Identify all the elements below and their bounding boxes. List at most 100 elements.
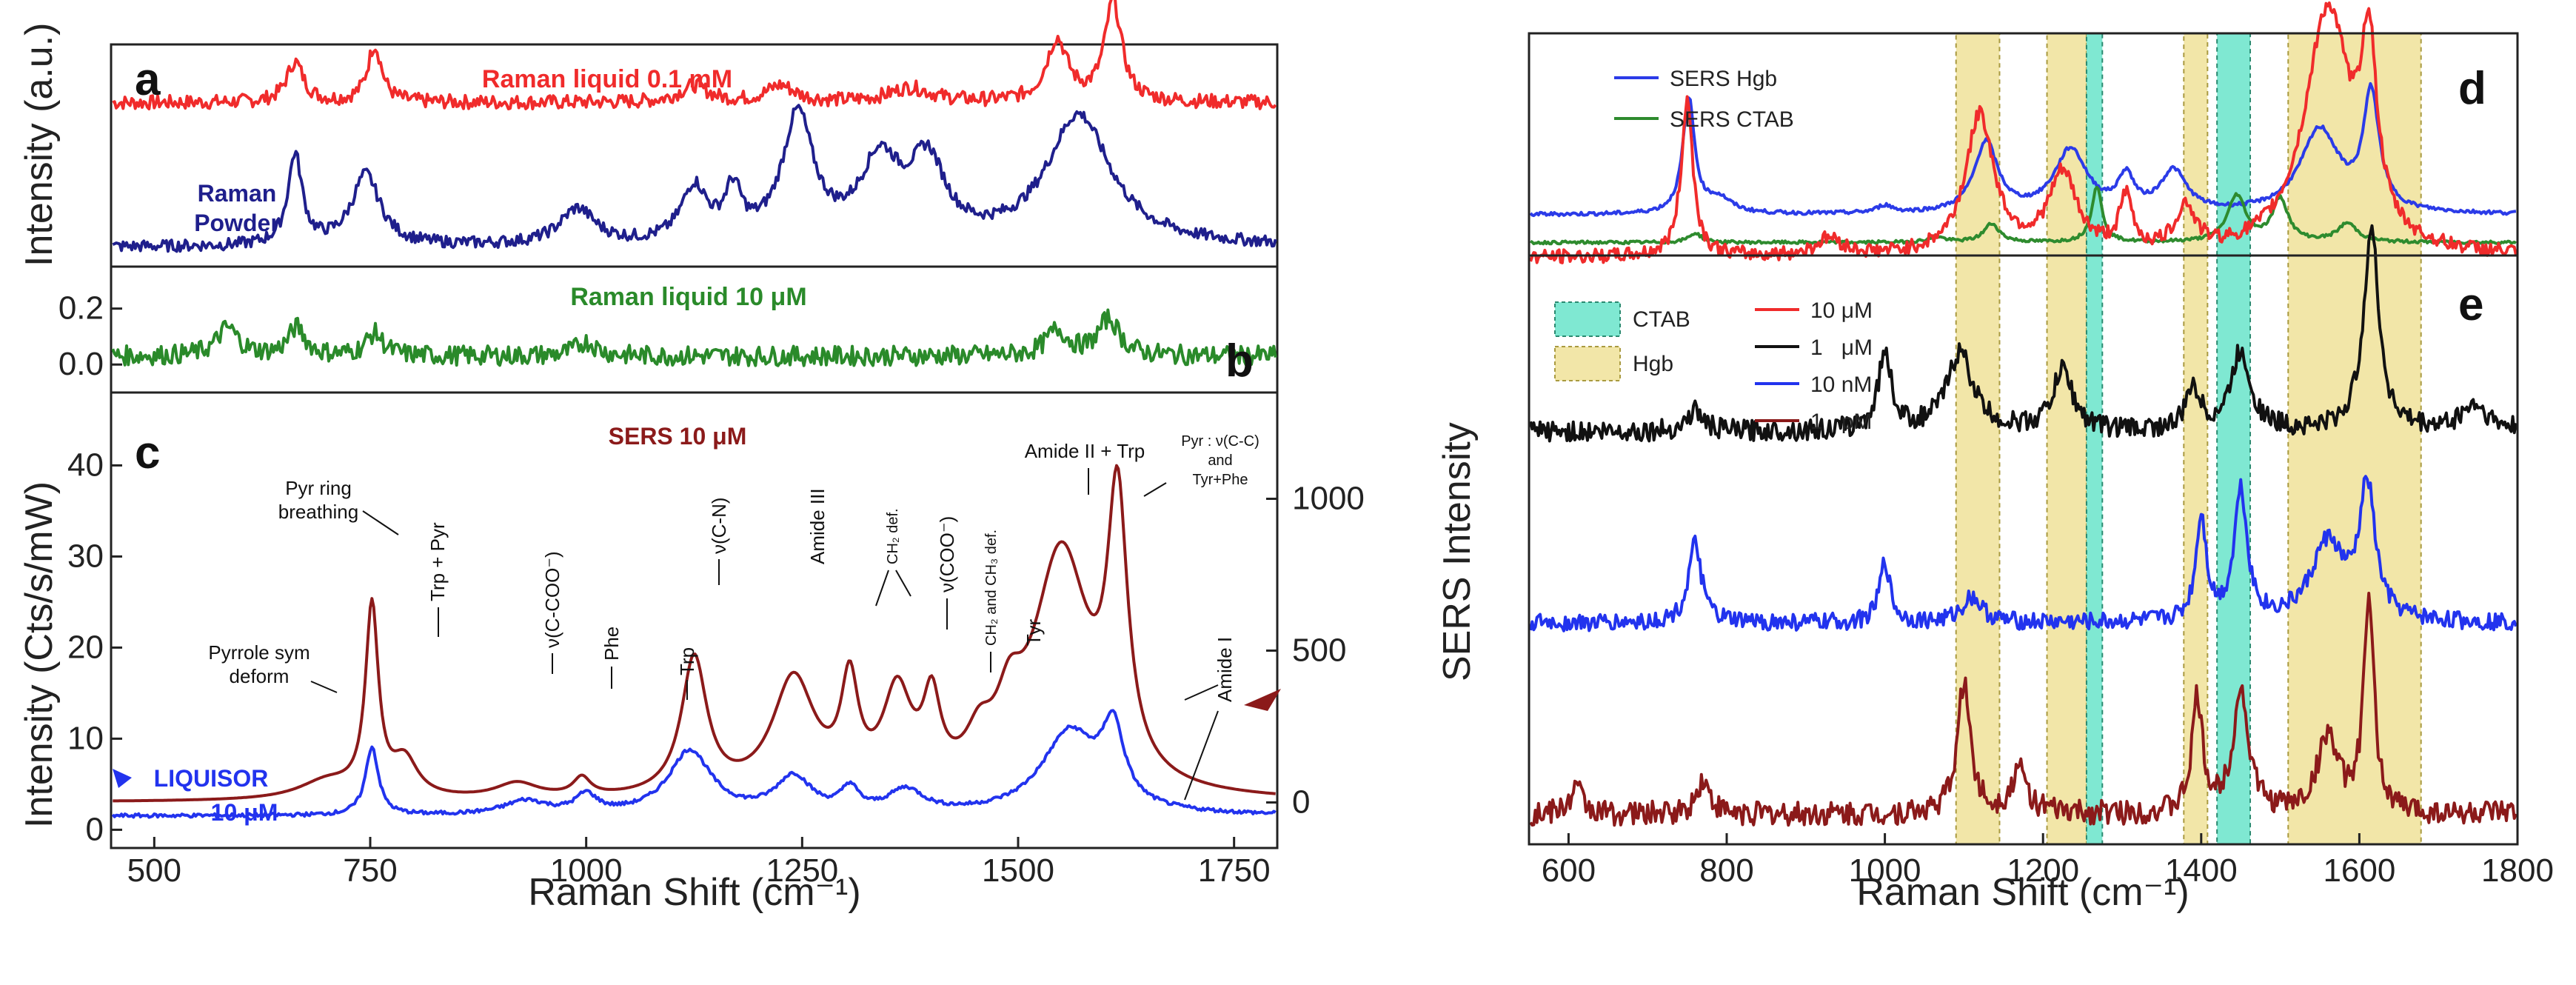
right-x-tick-label: 800: [1699, 852, 1753, 889]
label-raman-powder-1: Raman: [198, 180, 277, 207]
right-x-tick-label: 600: [1542, 852, 1596, 889]
left-x-tick-label: 500: [127, 852, 181, 889]
c-y2-tick-label: 0: [1292, 784, 1310, 821]
arrow-pyr-cc: [1143, 482, 1167, 497]
shaded-region-hgb: [2183, 33, 2209, 845]
series-1pM: [1529, 592, 2518, 827]
left-frame-c: [110, 391, 1279, 849]
c-y2-tick-label: 500: [1292, 632, 1346, 669]
left-figure: 500 750 1000 1250 1500 1750 0.2 0.0 40 30 20 10 0 10…: [18, 0, 1365, 914]
series-10nM: [1529, 475, 2518, 632]
ann-pyr-cc-2: and: [1208, 453, 1232, 469]
series-raman-powder: [112, 104, 1277, 253]
ann-pyrrole-1: Pyrrole sym: [208, 641, 310, 664]
arrow-ch2-1: [875, 570, 889, 607]
arrow-ch2-2: [895, 570, 911, 597]
series-raman-liquid-10uM: [111, 308, 1277, 367]
series-sers-10uM: [113, 464, 1276, 803]
c-y-tick-label: 30: [67, 538, 104, 574]
left-x-tick-label: 1500: [982, 852, 1054, 889]
right-x-ticks: 600 800 1000 1200 1400 1600 1800: [1542, 833, 2554, 889]
series-1uM: [1529, 224, 2518, 443]
label-liquisor-2: 10 μM: [211, 799, 278, 826]
right-x-tick-label: 1000: [1849, 852, 1921, 889]
left-y-axis-label-top: Intensity (a.u.): [18, 23, 61, 267]
ann-nu-coo: ν(COO⁻): [936, 516, 958, 592]
panel-label-b: b: [1225, 335, 1254, 387]
right-x-axis-label: Raman Shift (cm⁻¹): [1856, 871, 2189, 914]
c-y-tick-label: 20: [67, 629, 104, 665]
ann-tyr: Tyr: [1023, 619, 1045, 646]
ann-pyrrole-2: deform: [230, 665, 290, 687]
arrow-amide1-a: [1184, 684, 1219, 701]
ann-nu-c-coo: ν(C-COO⁻): [541, 551, 563, 648]
b-y-tick-label: 0.0: [58, 346, 104, 382]
right-frame-e: [1528, 254, 2519, 846]
arrow-pyr-ring: [362, 510, 399, 535]
legend-swatch-ctab: [1554, 301, 1621, 337]
ann-ch2-ch3-def: CH₂ and CH₃ def.: [983, 530, 1000, 646]
c-y-tick-label: 0: [86, 811, 104, 847]
ann-amide3: Amide III: [806, 488, 829, 564]
b-y-tick-label: 0.2: [58, 290, 104, 327]
legend-d-ctab: SERS CTAB: [1670, 107, 1794, 132]
legend-e-series: 10 μM 1 μM 10 nM 1 pM: [1755, 298, 1873, 434]
label-liquisor-1: LIQUISOR: [154, 765, 269, 792]
legend-d: SERS Hgb SERS CTAB: [1614, 67, 1794, 132]
ann-pyr-cc-3: Tyr+Phe: [1192, 472, 1248, 488]
ann-trp: Trp: [676, 647, 698, 675]
shaded-region-hgb: [2287, 33, 2422, 845]
right-x-tick-label: 1600: [2323, 852, 2395, 889]
label-raman-powder-2: Powder: [194, 210, 280, 236]
ann-nu-cn: ν(C-N): [708, 497, 730, 554]
c-y2-tick-label: 1000: [1292, 481, 1365, 517]
series-sers-ctab: [1530, 185, 2517, 246]
ann-pyr-ring-2: breathing: [278, 501, 358, 523]
legend-e-series-3: 1 pM: [1810, 410, 1872, 434]
panel-label-a: a: [135, 54, 161, 105]
c-y-tick-label: 40: [67, 447, 104, 483]
legend-e-hgb: Hgb: [1633, 352, 1673, 376]
left-x-tick-label: 1250: [766, 852, 838, 889]
panel-label-c: c: [135, 427, 160, 478]
label-sers-10uM: SERS 10 μM: [609, 423, 747, 450]
label-raman-liquid-10uM: Raman liquid 10 μM: [570, 283, 806, 311]
right-y-axis-label: SERS Intensity: [1436, 422, 1479, 681]
legend-e-series-1: 1 μM: [1810, 335, 1873, 360]
arrow-amide1-b: [1184, 710, 1219, 801]
left-y-ticks: 0.2 0.0 40 30 20 10 0 1000 500 0: [58, 290, 1365, 848]
right-series: [1529, 1, 2518, 827]
shaded-region-hgb: [2046, 33, 2087, 845]
shaded-regions: [1955, 33, 2422, 845]
right-x-tick-label: 1400: [2165, 852, 2238, 889]
series-sers-hgb: [1529, 81, 2517, 218]
right-x-tick-label: 1200: [2007, 852, 2079, 889]
legend-e-regions: CTAB Hgb: [1554, 301, 1690, 381]
ann-amide2-trp: Amide II + Trp: [1025, 440, 1145, 462]
left-x-tick-label: 1750: [1198, 852, 1271, 889]
legend-e-series-0: 10 μM: [1810, 298, 1873, 323]
shaded-region-ctab: [2085, 33, 2104, 845]
ann-trp-pyr: Trp + Pyr: [426, 522, 449, 601]
series-raman-liquid-01mM: [112, 0, 1277, 110]
shaded-region-hgb: [1955, 33, 2001, 845]
panel-label-d: d: [2458, 63, 2486, 114]
left-x-axis-label: Raman Shift (cm⁻¹): [528, 871, 860, 914]
series-liquisor-10uM: [111, 709, 1277, 819]
left-y-axis-label-bottom: Intensity (Cts/s/mW): [18, 481, 61, 828]
panel-label-e: e: [2458, 279, 2483, 330]
ann-phe: Phe: [600, 627, 623, 661]
legend-e-ctab: CTAB: [1633, 307, 1690, 332]
left-x-tick-label: 750: [343, 852, 397, 889]
c-y-tick-label: 10: [67, 720, 104, 756]
arrow-pyrrole: [310, 681, 338, 693]
left-x-tick-label: 1000: [550, 852, 623, 889]
ann-ch2-def: CH₂ def.: [885, 508, 901, 564]
left-series: [111, 0, 1277, 819]
liquisor-axis-arrow: [113, 769, 132, 788]
left-x-ticks: 500 750 1000 1250 1500 1750: [127, 837, 1271, 889]
right-x-tick-label: 1800: [2481, 852, 2554, 889]
legend-e-series-2: 10 nM: [1810, 373, 1872, 397]
right-figure: 600 800 1000 1200 1400 1600 1800 d e SERS Hgb …: [1436, 1, 2554, 914]
